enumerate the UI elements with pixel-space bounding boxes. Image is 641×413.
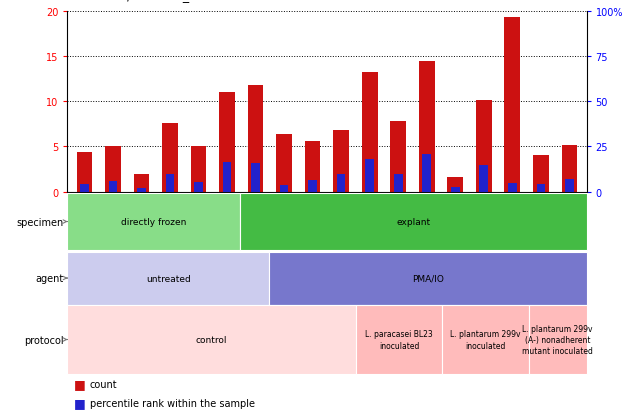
Text: specimen: specimen bbox=[17, 217, 64, 227]
Text: GSM579385: GSM579385 bbox=[108, 195, 117, 241]
Bar bbox=[365, 160, 374, 192]
Bar bbox=[67, 252, 269, 305]
Text: L. plantarum 299v
(A-) nonadherent
mutant inoculated: L. plantarum 299v (A-) nonadherent mutan… bbox=[522, 324, 593, 355]
Text: agent: agent bbox=[36, 273, 64, 283]
Bar bbox=[356, 306, 442, 374]
Text: GSM579382: GSM579382 bbox=[194, 195, 203, 241]
Text: percentile rank within the sample: percentile rank within the sample bbox=[90, 398, 254, 408]
Bar bbox=[479, 166, 488, 192]
Text: GSM579383: GSM579383 bbox=[222, 195, 231, 241]
Bar bbox=[133, 175, 149, 192]
Bar bbox=[562, 145, 578, 192]
Bar bbox=[240, 193, 587, 251]
Bar bbox=[194, 182, 203, 192]
Text: GSM579396: GSM579396 bbox=[251, 195, 260, 241]
Text: GSM579386: GSM579386 bbox=[137, 195, 146, 241]
Bar bbox=[337, 175, 345, 192]
Bar bbox=[162, 124, 178, 192]
Text: L. plantarum 299v
inoculated: L. plantarum 299v inoculated bbox=[451, 330, 520, 350]
Text: GSM579398: GSM579398 bbox=[308, 195, 317, 241]
Bar bbox=[419, 62, 435, 192]
Text: ■: ■ bbox=[74, 377, 85, 391]
Text: untreated: untreated bbox=[146, 274, 190, 283]
Text: GSM579395: GSM579395 bbox=[565, 195, 574, 241]
Bar bbox=[447, 178, 463, 192]
Text: PMA/IO: PMA/IO bbox=[412, 274, 444, 283]
Text: ■: ■ bbox=[74, 396, 85, 409]
Bar bbox=[476, 100, 492, 192]
Text: GSM579394: GSM579394 bbox=[537, 195, 545, 241]
Text: control: control bbox=[196, 335, 228, 344]
Text: GSM579393: GSM579393 bbox=[508, 195, 517, 241]
Bar bbox=[76, 152, 92, 192]
Bar bbox=[305, 142, 320, 192]
Text: GSM579384: GSM579384 bbox=[80, 195, 89, 241]
Text: GDS4548 / 210096_at: GDS4548 / 210096_at bbox=[64, 0, 202, 2]
Bar bbox=[390, 122, 406, 192]
Bar bbox=[165, 175, 174, 192]
Text: GSM579390: GSM579390 bbox=[422, 195, 431, 241]
Bar bbox=[533, 155, 549, 192]
Text: L. paracasei BL23
inoculated: L. paracasei BL23 inoculated bbox=[365, 330, 433, 350]
Bar bbox=[219, 93, 235, 192]
Bar bbox=[276, 135, 292, 192]
Text: GSM579388: GSM579388 bbox=[365, 195, 374, 241]
Bar bbox=[508, 183, 517, 192]
Bar bbox=[504, 18, 520, 192]
Bar bbox=[529, 306, 587, 374]
Text: GSM579392: GSM579392 bbox=[479, 195, 488, 241]
Text: count: count bbox=[90, 379, 117, 389]
Bar bbox=[108, 181, 117, 192]
Bar bbox=[333, 131, 349, 192]
Bar bbox=[190, 147, 206, 192]
Bar bbox=[451, 188, 460, 192]
Text: GSM579389: GSM579389 bbox=[394, 195, 403, 241]
Bar bbox=[105, 146, 121, 192]
Bar bbox=[394, 175, 403, 192]
Bar bbox=[280, 186, 288, 192]
Text: GSM579387: GSM579387 bbox=[337, 195, 345, 241]
Bar bbox=[308, 180, 317, 192]
Bar bbox=[537, 185, 545, 192]
Bar bbox=[269, 252, 587, 305]
Text: GSM579381: GSM579381 bbox=[165, 195, 174, 241]
Bar bbox=[222, 162, 231, 192]
Text: GSM579391: GSM579391 bbox=[451, 195, 460, 241]
Bar bbox=[80, 185, 88, 192]
Bar bbox=[67, 193, 240, 251]
Bar bbox=[67, 306, 356, 374]
Text: explant: explant bbox=[396, 218, 431, 226]
Text: protocol: protocol bbox=[24, 335, 64, 345]
Text: directly frozen: directly frozen bbox=[121, 218, 187, 226]
Bar bbox=[137, 188, 146, 192]
Bar bbox=[422, 154, 431, 192]
Bar bbox=[247, 86, 263, 192]
Bar bbox=[442, 306, 529, 374]
Bar bbox=[251, 163, 260, 192]
Bar bbox=[565, 180, 574, 192]
Bar bbox=[362, 73, 378, 192]
Text: GSM579397: GSM579397 bbox=[279, 195, 288, 241]
